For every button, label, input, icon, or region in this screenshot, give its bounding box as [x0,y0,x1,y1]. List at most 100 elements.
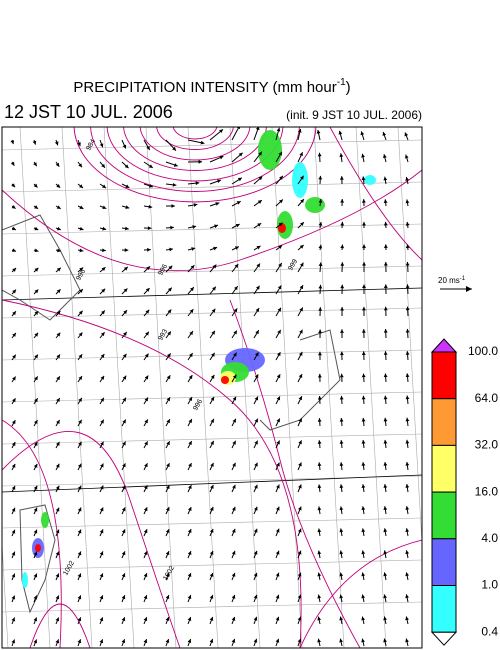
wind-head [231,572,236,577]
wind-head [361,550,366,555]
wind-head [231,550,236,555]
title-text: PRECIPITATION INTENSITY (mm hour [73,79,336,96]
wind-head [34,354,38,359]
wind-head [275,528,280,533]
wind-head [238,152,243,157]
wind-head [317,484,322,489]
wind-head [102,248,106,253]
wind-head [100,419,104,424]
wind-head [318,351,322,356]
wind-head [233,308,238,313]
wind-head [122,353,127,358]
wind-head [383,306,388,311]
wind-head [172,182,177,187]
wind-head [143,617,148,622]
wind-head [56,205,61,209]
wind-head [165,551,170,556]
wind-head [34,289,39,294]
wind-head [166,375,171,380]
wind-head [339,176,344,180]
wind-head [276,127,281,132]
legend-swatch [431,444,457,493]
wind-head [12,398,16,403]
wind-head [340,284,345,289]
wind-head [361,484,366,488]
wind-head [297,594,302,599]
wind-head [383,550,388,555]
wind-head [147,247,151,252]
wind-head [297,616,302,621]
isobar-label: 996 [192,398,204,412]
wind-head [232,506,236,511]
wind-head [56,310,61,315]
wind-head [236,127,240,130]
wind-head [361,351,366,355]
precip-area [22,572,28,588]
meridian [482,127,500,648]
wind-head [276,440,280,445]
precip-area [41,512,49,528]
wind-head [383,484,388,488]
wind-head [125,184,130,188]
wind-head [210,418,214,423]
color-legend: 100.0 64.0 32.0 16.0 4.0 1.0 0.4 [430,338,499,646]
wind-head [339,440,344,444]
wind-head [253,594,258,599]
wind-head [339,594,344,599]
legend-label: 16.0 [475,484,499,498]
wind-head [318,175,323,180]
wind-head [189,309,194,314]
wind-head [361,417,366,422]
wind-head [383,244,388,249]
wind-head [11,226,16,231]
wind-head [125,226,129,231]
wind-head [99,551,104,556]
wind-head [361,199,366,203]
init-time: (init. 9 JST 10 JUL. 2006) [286,108,422,122]
wind-head [317,572,322,577]
wind-head [276,396,281,401]
wind-head [405,395,410,400]
wind-head [258,151,262,156]
wind-head [100,375,105,380]
wind-head [298,374,303,379]
wind-head [165,529,170,534]
wind-head [256,263,261,268]
parallel [2,559,422,571]
isobar [2,431,181,648]
wind-head [209,594,214,599]
parallel [2,433,422,445]
wind-head [190,287,194,292]
wind-head [278,263,282,268]
wind-head [361,153,365,158]
wind-head [254,440,258,445]
wind-head [123,288,128,293]
wind-head [339,550,344,555]
wind-head [300,175,304,180]
wind-head [210,374,215,379]
wind-head [148,204,153,209]
wind-head [55,639,60,644]
wind-head [210,440,214,445]
wind-head [77,573,82,578]
wind-head [77,595,82,600]
precip-area [258,130,282,170]
wind-head [298,462,302,467]
wind-head [211,330,215,335]
wind-head [317,638,322,643]
wind-head [404,154,409,159]
wind-head [169,247,173,252]
wind-head [298,396,303,401]
wind-head [383,221,388,226]
map-frame [1,126,423,649]
wind-head [56,267,61,272]
wind-head [253,616,258,621]
wind-head [167,287,172,292]
wind-head [210,484,214,489]
wind-head [405,439,410,444]
wind-head [121,639,126,644]
wind-head [299,285,304,290]
wind-head [144,441,148,446]
wind-head [33,507,38,512]
legend-label: 4.0 [481,531,498,545]
